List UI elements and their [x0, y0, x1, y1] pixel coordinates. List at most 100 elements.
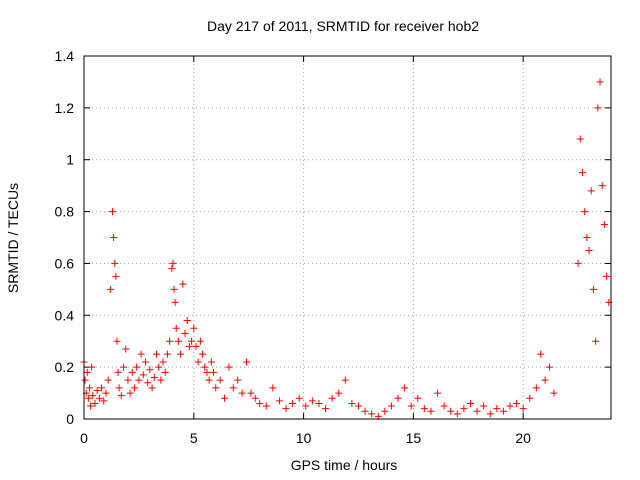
data-point — [596, 78, 604, 86]
data-point — [603, 272, 611, 280]
data-point — [88, 363, 96, 371]
tick-layer: 0 0.2 0.4 0.6 0.8 1 1.2 1.4 0 5 10 15 20 — [55, 48, 611, 446]
x-tick-label: 0 — [80, 430, 88, 446]
data-point — [242, 358, 250, 366]
data-point — [171, 298, 179, 306]
data-point — [238, 389, 246, 397]
data-point — [275, 397, 283, 405]
y-tick-label: 0.4 — [55, 307, 75, 323]
data-point — [585, 246, 593, 254]
data-point — [361, 407, 369, 415]
data-point — [466, 399, 474, 407]
data-point — [174, 337, 182, 345]
data-point — [177, 350, 185, 358]
data-point — [126, 389, 134, 397]
x-axis-label: GPS time / hours — [291, 457, 398, 473]
data-point — [144, 379, 152, 387]
data-point — [100, 397, 108, 405]
y-tick-label: 0 — [66, 411, 74, 427]
data-point — [188, 337, 196, 345]
data-point — [135, 376, 143, 384]
data-point — [111, 259, 119, 267]
data-point — [480, 402, 488, 410]
data-point — [148, 384, 156, 392]
data-point — [95, 394, 103, 402]
data-point — [394, 394, 402, 402]
data-point — [84, 394, 92, 402]
data-point — [295, 394, 303, 402]
data-point — [546, 363, 554, 371]
data-point — [114, 368, 122, 376]
data-point — [256, 399, 264, 407]
data-point — [98, 384, 106, 392]
y-tick-label: 1.4 — [55, 48, 75, 64]
data-point — [87, 402, 95, 410]
chart-title: Day 217 of 2011, SRMTID for receiver hob… — [207, 18, 479, 34]
data-point — [203, 368, 211, 376]
data-point — [183, 316, 191, 324]
data-point — [308, 397, 316, 405]
data-point — [583, 234, 591, 241]
x-tick-label: 15 — [406, 430, 422, 446]
data-point — [335, 389, 343, 397]
data-point — [83, 368, 91, 376]
data-point — [179, 280, 187, 288]
data-point — [172, 324, 180, 332]
y-tick-label: 0.8 — [55, 204, 75, 220]
data-point — [117, 392, 125, 400]
data-point — [168, 265, 176, 273]
data-point — [81, 376, 89, 384]
data-point — [207, 358, 215, 366]
data-points — [80, 78, 613, 420]
data-point — [269, 384, 277, 392]
data-point — [196, 337, 204, 345]
y-tick-label: 1.2 — [55, 100, 75, 116]
data-point — [150, 374, 158, 382]
data-point — [348, 399, 356, 407]
data-point — [106, 285, 114, 293]
data-point — [120, 363, 128, 371]
data-point — [600, 221, 608, 229]
data-point — [124, 376, 132, 384]
data-point — [221, 394, 229, 402]
plot-frame — [83, 55, 612, 420]
data-point — [420, 405, 428, 413]
data-point — [473, 407, 481, 415]
data-point — [587, 187, 595, 195]
data-point — [440, 402, 448, 410]
data-point — [157, 376, 165, 384]
data-point — [401, 384, 409, 392]
data-point — [354, 402, 362, 410]
data-point — [427, 407, 435, 415]
y-tick-label: 0.2 — [55, 359, 75, 375]
data-point — [234, 376, 242, 384]
data-point — [159, 358, 167, 366]
data-point — [225, 363, 233, 371]
data-point — [133, 363, 141, 371]
data-point — [460, 405, 468, 413]
data-point — [201, 363, 209, 371]
data-point — [152, 350, 160, 358]
data-point — [104, 376, 112, 384]
y-tick-label: 0.6 — [55, 255, 75, 271]
data-point — [110, 234, 118, 241]
data-point — [282, 405, 290, 413]
data-point — [368, 410, 376, 418]
data-point — [170, 285, 178, 293]
data-point — [387, 402, 395, 410]
data-point — [205, 376, 213, 384]
data-point — [113, 337, 121, 345]
data-point — [112, 272, 120, 280]
data-point — [598, 182, 606, 190]
data-point — [407, 402, 415, 410]
data-point — [194, 358, 202, 366]
data-point — [434, 389, 442, 397]
y-axis-label: SRMTID / TECUs — [5, 183, 21, 293]
data-point — [414, 394, 422, 402]
data-point — [537, 350, 545, 358]
data-point — [169, 259, 177, 267]
data-point — [247, 389, 255, 397]
data-point — [453, 410, 461, 418]
data-point — [91, 399, 99, 407]
